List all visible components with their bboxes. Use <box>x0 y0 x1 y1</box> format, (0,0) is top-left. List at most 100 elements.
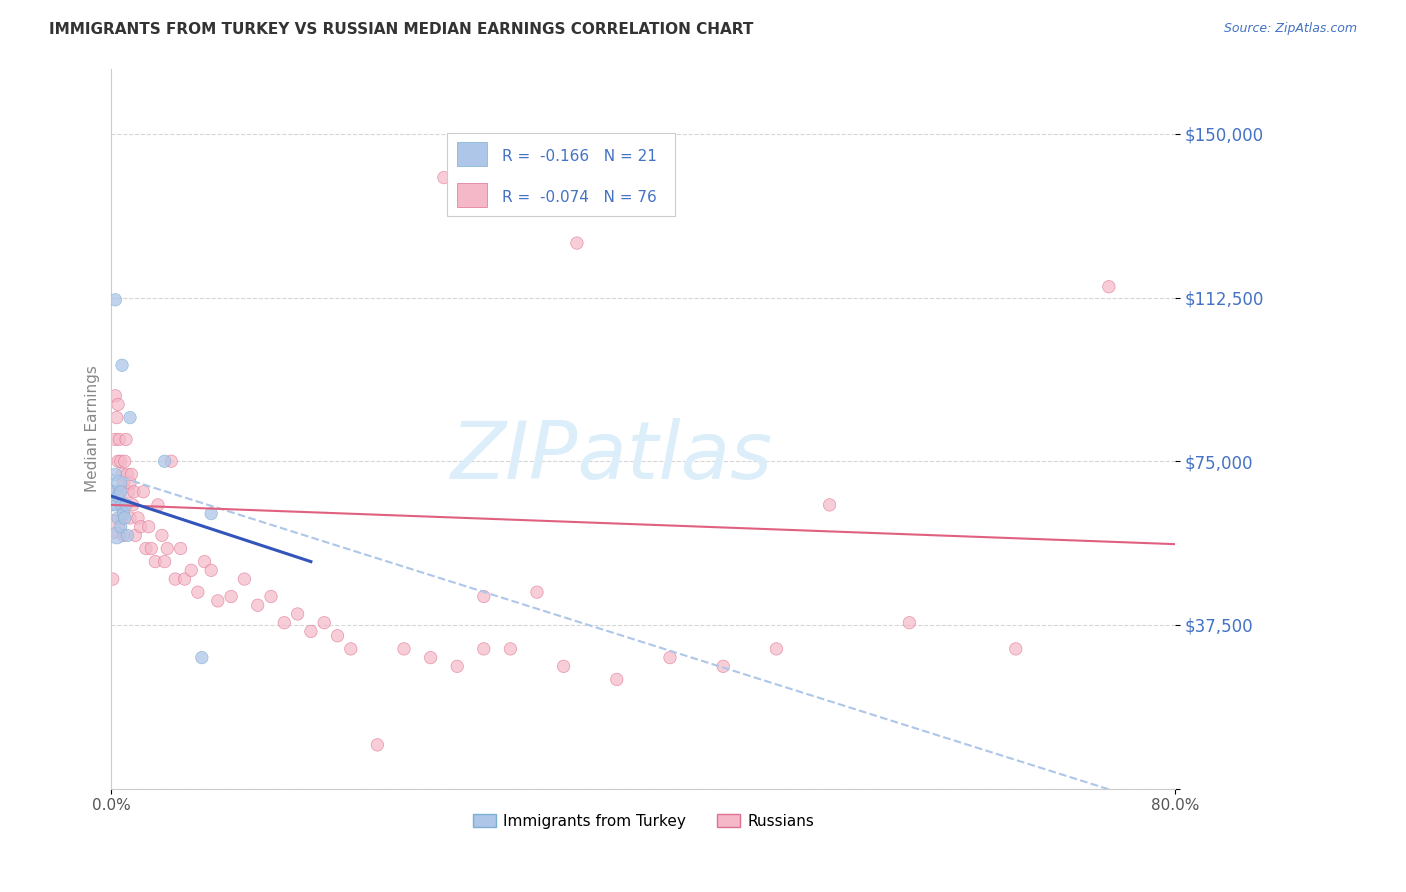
Point <box>129 519 152 533</box>
Point <box>260 590 283 604</box>
Point <box>146 498 169 512</box>
Point <box>160 454 183 468</box>
Point <box>108 433 131 447</box>
Point <box>233 572 256 586</box>
Point <box>118 511 141 525</box>
Point <box>553 659 575 673</box>
Point <box>219 590 242 604</box>
Point <box>392 641 415 656</box>
Point <box>114 498 136 512</box>
Point <box>659 650 682 665</box>
Point <box>111 467 134 482</box>
Point <box>107 454 129 468</box>
Point <box>111 498 134 512</box>
Text: Source: ZipAtlas.com: Source: ZipAtlas.com <box>1223 22 1357 36</box>
Point <box>118 476 141 491</box>
Point <box>472 590 495 604</box>
Point <box>180 563 202 577</box>
Point <box>153 555 176 569</box>
Point <box>105 528 128 542</box>
Point <box>111 358 134 372</box>
Point <box>115 433 138 447</box>
Point <box>141 541 163 556</box>
FancyBboxPatch shape <box>457 142 486 166</box>
Point <box>138 519 160 533</box>
Point <box>143 555 166 569</box>
Point <box>107 398 129 412</box>
Point <box>446 659 468 673</box>
Y-axis label: Median Earnings: Median Earnings <box>86 365 100 492</box>
Point <box>101 519 124 533</box>
Point <box>273 615 295 630</box>
Point <box>110 484 132 499</box>
Point <box>104 433 127 447</box>
Point <box>135 541 157 556</box>
Point <box>110 454 132 468</box>
Point <box>121 498 143 512</box>
Point <box>111 511 134 525</box>
Point <box>818 498 841 512</box>
Point <box>107 511 129 525</box>
Point <box>105 498 128 512</box>
Point <box>110 498 132 512</box>
Text: R =  -0.074   N = 76: R = -0.074 N = 76 <box>502 190 657 205</box>
Point <box>112 476 135 491</box>
Point <box>526 585 548 599</box>
Point <box>1098 279 1121 293</box>
Point <box>565 235 588 250</box>
Point <box>120 467 142 482</box>
Point <box>165 572 187 586</box>
Point <box>114 454 136 468</box>
Point <box>132 484 155 499</box>
Point <box>326 629 349 643</box>
Point <box>711 659 734 673</box>
Point <box>191 650 214 665</box>
Point <box>122 484 145 499</box>
Point <box>200 563 222 577</box>
Point <box>200 507 222 521</box>
Point <box>193 555 215 569</box>
Point <box>108 476 131 491</box>
Point <box>112 507 135 521</box>
Point <box>314 615 336 630</box>
Point <box>765 641 787 656</box>
Point <box>499 641 522 656</box>
Point <box>117 467 139 482</box>
Point <box>110 519 132 533</box>
Text: R =  -0.166   N = 21: R = -0.166 N = 21 <box>502 149 657 164</box>
Legend: Immigrants from Turkey, Russians: Immigrants from Turkey, Russians <box>467 807 820 835</box>
Point <box>117 528 139 542</box>
Point <box>340 641 363 656</box>
Point <box>103 484 125 499</box>
Point <box>118 484 141 499</box>
Point <box>169 541 191 556</box>
Point <box>153 454 176 468</box>
Point <box>112 528 135 542</box>
Point <box>366 738 388 752</box>
Point <box>107 489 129 503</box>
Point <box>115 498 138 512</box>
FancyBboxPatch shape <box>447 133 675 216</box>
Point <box>1004 641 1026 656</box>
Point <box>104 293 127 307</box>
Point <box>114 511 136 525</box>
Point <box>419 650 441 665</box>
Point <box>103 484 125 499</box>
Point <box>108 484 131 499</box>
Point <box>101 572 124 586</box>
Point <box>104 389 127 403</box>
Point <box>156 541 179 556</box>
FancyBboxPatch shape <box>457 183 486 207</box>
Point <box>287 607 309 621</box>
Point <box>173 572 195 586</box>
Text: ZIPatlas: ZIPatlas <box>450 418 772 496</box>
Point <box>187 585 209 599</box>
Point <box>898 615 921 630</box>
Point <box>101 498 124 512</box>
Point <box>299 624 322 639</box>
Point <box>127 511 149 525</box>
Point <box>124 528 146 542</box>
Point <box>105 410 128 425</box>
Point <box>246 599 269 613</box>
Point <box>150 528 173 542</box>
